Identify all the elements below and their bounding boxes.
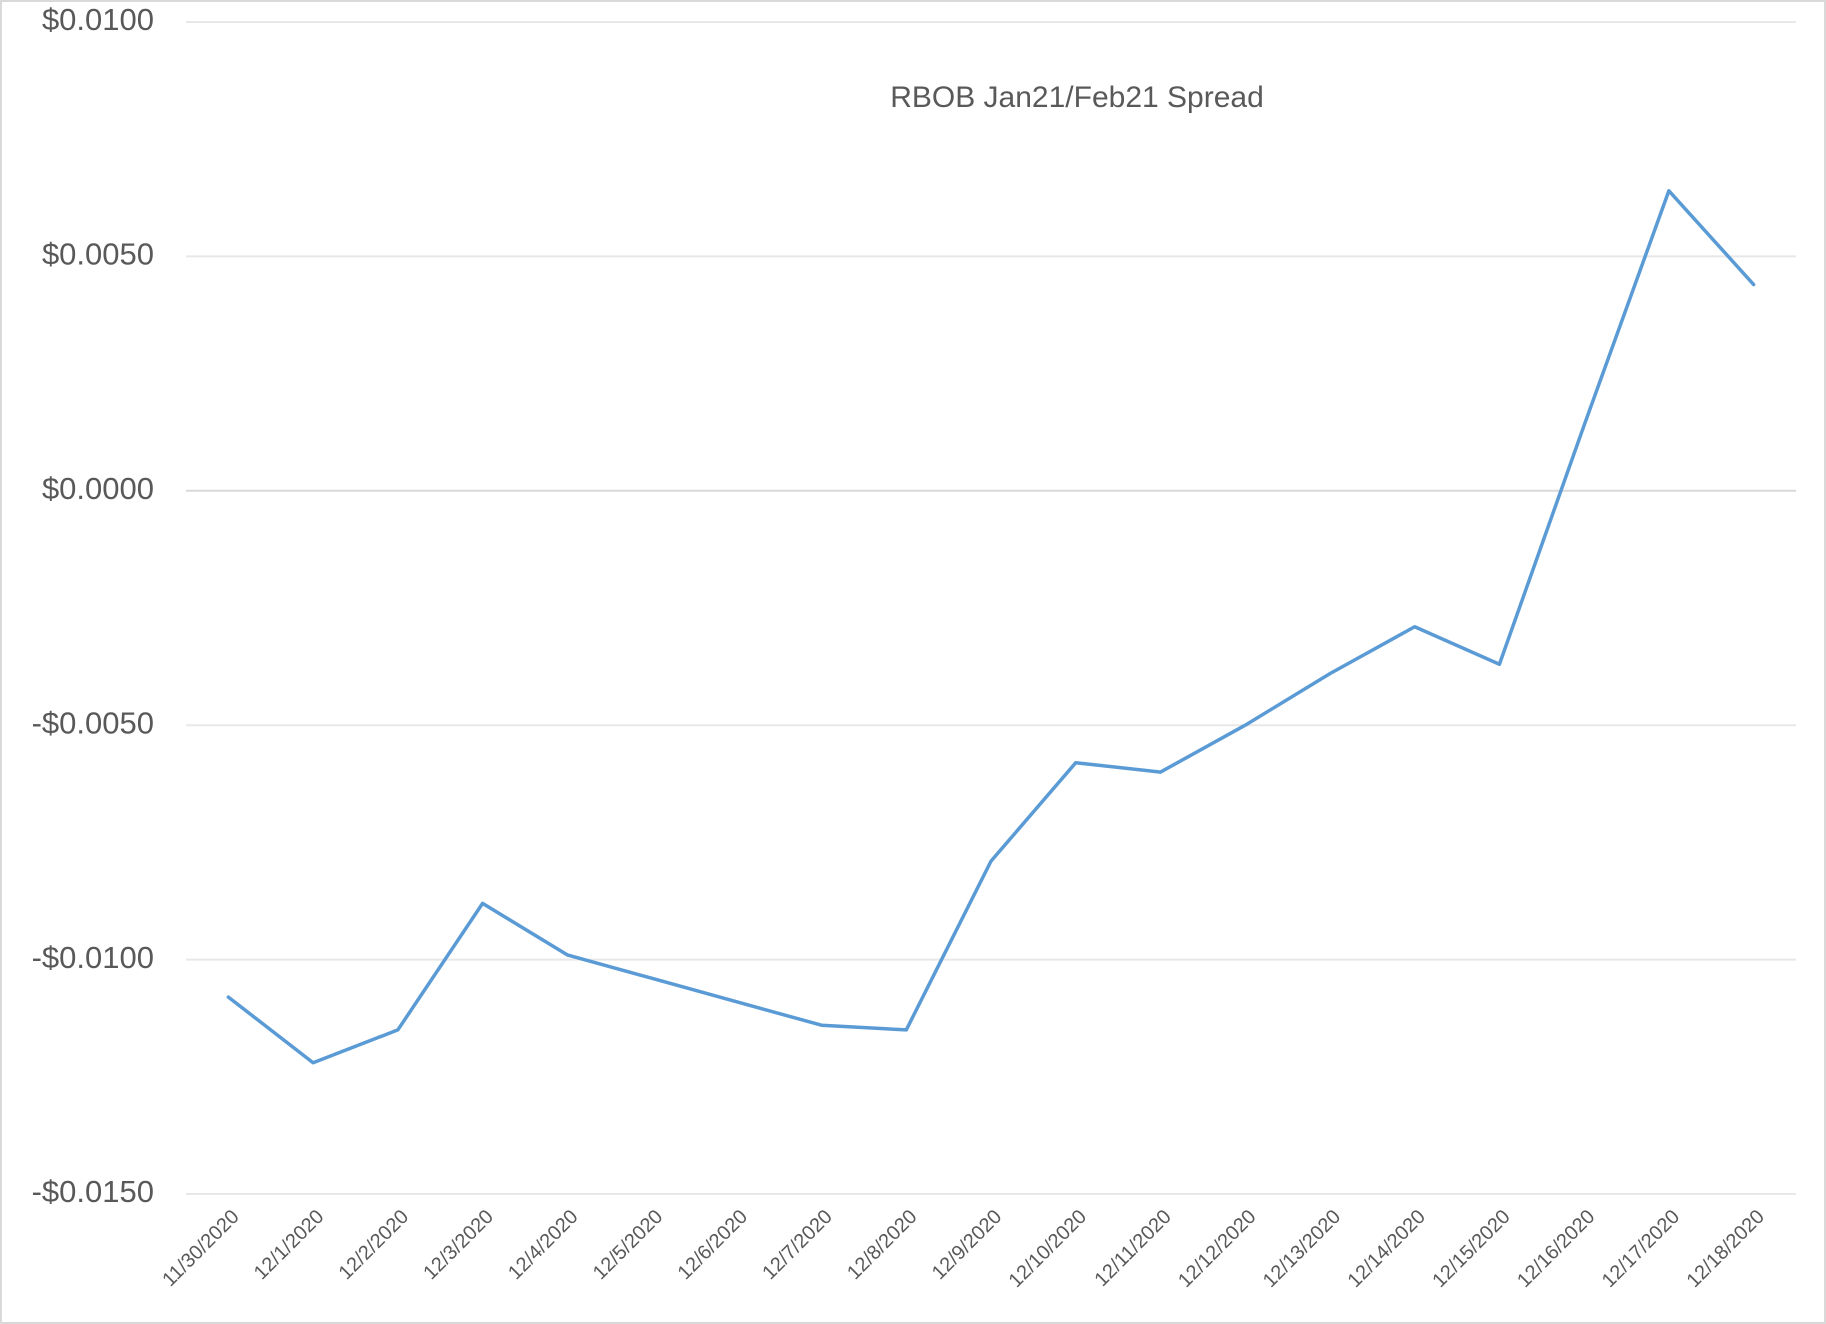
y-tick-label: $0.0100 (42, 2, 154, 37)
y-tick-label: $0.0000 (42, 471, 154, 506)
y-tick-label: $0.0050 (42, 237, 154, 272)
y-tick-label: -$0.0100 (32, 940, 154, 975)
y-tick-label: -$0.0050 (32, 705, 154, 740)
chart-title: RBOB Jan21/Feb21 Spread (890, 81, 1264, 114)
line (226, 189, 1756, 1065)
y-tick-label: -$0.0150 (32, 1174, 154, 1209)
